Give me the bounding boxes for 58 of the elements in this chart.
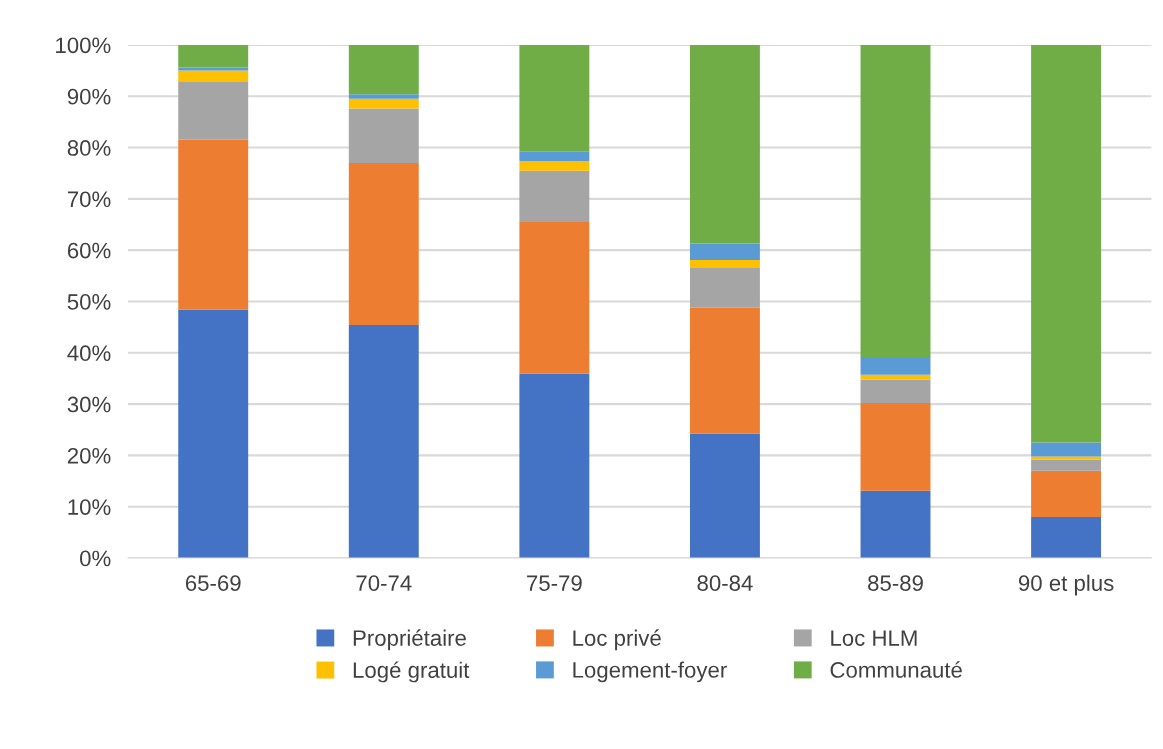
bar [519,170,590,222]
bar [178,44,249,68]
bar [1031,442,1102,457]
bar [348,94,419,99]
y-tick-label: 30% [67,396,111,413]
bar [348,98,419,109]
bar [178,67,249,71]
bar [519,373,590,558]
y-tick-label: 100% [56,37,111,54]
bar [178,81,249,140]
x-tick-label: 75-79 [527,575,582,591]
bar [689,44,760,244]
bar [519,44,590,152]
y-tick-label: 10% [68,499,111,515]
legend-label: Loc privé [573,629,661,651]
bar [348,44,419,95]
bar [348,325,419,558]
x-tick-label: 65-69 [185,575,241,591]
y-tick-label: 40% [67,345,111,362]
legend-label: Loc HLM [831,630,917,646]
bar [519,221,590,374]
bar [689,307,760,434]
bar [178,70,249,82]
bar [860,403,931,491]
bar [1031,456,1102,460]
bar [178,139,249,310]
bar [689,259,760,269]
y-tick-label: 90% [67,88,111,105]
y-tick-label: 70% [67,191,111,208]
legend-label: Communauté [830,661,962,678]
legend-label: Logé gratuit [353,661,470,683]
x-tick-label: 85-89 [868,575,923,591]
bar [519,151,590,161]
bar [1031,44,1102,443]
y-tick-label: 20% [67,447,111,464]
y-tick-label: 50% [67,294,111,310]
bar [1031,459,1102,471]
bar [689,243,760,260]
bar [860,490,931,558]
legend-label: Logement-foyer [573,661,727,683]
x-tick-label: 70-74 [356,575,412,591]
y-tick-label: 60% [67,242,111,259]
bar [348,108,419,163]
y-tick-label: 0% [80,550,111,567]
y-tick-label: 80% [67,140,111,156]
bar [348,162,419,326]
bar [860,44,931,357]
bar [1031,470,1102,517]
bar [689,433,760,558]
bar [689,268,760,308]
x-tick-label: 90 et plus [1018,574,1114,596]
x-tick-label: 80-84 [697,575,753,591]
bar [860,379,931,404]
bar [178,309,249,558]
bar [519,160,590,171]
legend-label: Propriétaire [353,629,466,651]
bar [860,356,931,375]
bar [1031,516,1102,558]
